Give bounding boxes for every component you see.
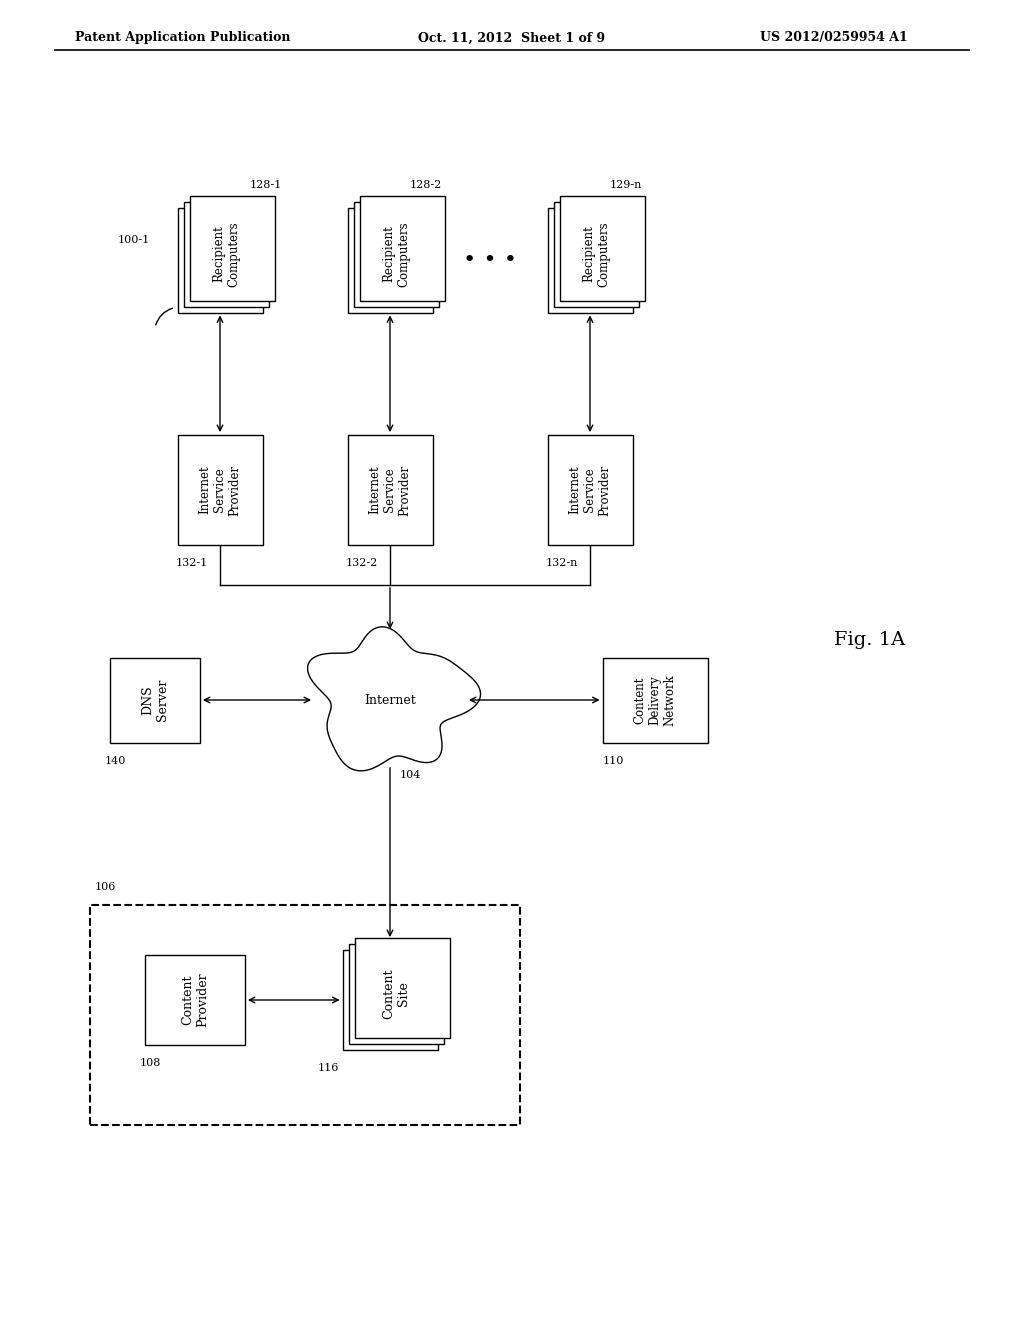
Bar [90,906,520,1125]
Text: 132-1: 132-1 [175,558,208,568]
Text: 132-n: 132-n [546,558,578,568]
Text: 132-2: 132-2 [345,558,378,568]
Text: • • •: • • • [463,249,517,271]
Bar [353,202,438,306]
Text: Recipient
Computers: Recipient Computers [382,222,410,286]
Bar [359,195,444,301]
Bar [348,944,443,1044]
Text: 128-1: 128-1 [250,181,283,190]
Bar [347,207,432,313]
Text: Internet
Service
Provider: Internet Service Provider [568,465,611,516]
Bar [145,954,245,1045]
Bar [602,657,708,742]
Text: Content
Delivery
Network: Content Delivery Network [634,675,677,726]
Text: Internet
Service
Provider: Internet Service Provider [199,465,242,516]
Text: Recipient
Computers: Recipient Computers [582,222,610,286]
Bar [183,202,268,306]
Bar [354,939,450,1038]
Bar [189,195,274,301]
Text: Internet: Internet [365,693,416,706]
Bar [177,207,262,313]
Bar [347,436,432,545]
Text: 104: 104 [400,770,421,780]
Text: Patent Application Publication: Patent Application Publication [75,32,291,45]
Bar [548,207,633,313]
Text: 106: 106 [95,882,117,892]
Polygon shape [307,627,480,771]
Text: 116: 116 [317,1063,339,1073]
Text: US 2012/0259954 A1: US 2012/0259954 A1 [760,32,907,45]
Bar [548,436,633,545]
Text: Content
Provider: Content Provider [181,973,209,1027]
Text: Oct. 11, 2012  Sheet 1 of 9: Oct. 11, 2012 Sheet 1 of 9 [419,32,605,45]
Text: 108: 108 [140,1059,162,1068]
Bar [559,195,644,301]
Bar [554,202,639,306]
Text: 128-2: 128-2 [410,181,442,190]
Bar [342,950,437,1049]
Text: Content
Site: Content Site [382,969,410,1019]
Bar [110,657,200,742]
Text: Recipient
Computers: Recipient Computers [212,222,240,286]
Text: 140: 140 [105,755,126,766]
Text: 129-n: 129-n [610,181,642,190]
Text: Internet
Service
Provider: Internet Service Provider [369,465,412,516]
Text: 100-1: 100-1 [118,235,151,246]
Bar [177,436,262,545]
Text: Fig. 1A: Fig. 1A [835,631,905,649]
Text: 110: 110 [602,755,624,766]
Text: DNS
Server: DNS Server [141,678,169,721]
